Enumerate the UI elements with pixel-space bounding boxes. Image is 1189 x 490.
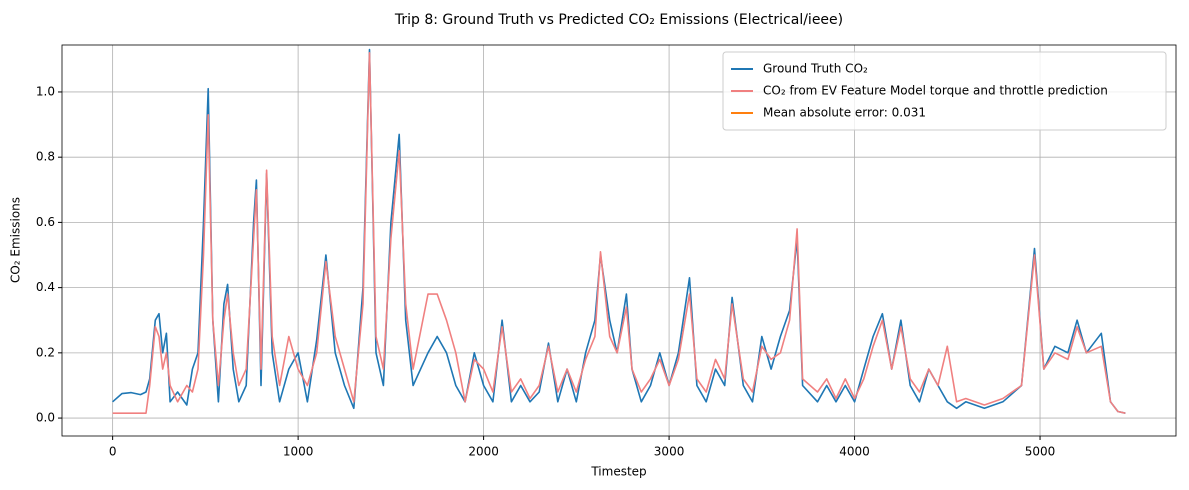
legend-label: Ground Truth CO₂: [763, 62, 868, 76]
legend: Ground Truth CO₂ CO₂ from EV Feature Mode…: [722, 51, 1167, 131]
chart-title: Trip 8: Ground Truth vs Predicted CO₂ Em…: [394, 12, 843, 28]
x-tick-label: 1000: [283, 445, 314, 459]
y-tick-label: 1.0: [36, 84, 55, 98]
y-tick-label: 0.4: [36, 280, 55, 294]
x-tick-label: 2000: [468, 445, 499, 459]
y-tick-label: 0.6: [36, 215, 55, 229]
x-tick-label: 4000: [839, 445, 870, 459]
legend-box: [722, 51, 1167, 131]
x-tick-label: 5000: [1025, 445, 1056, 459]
x-tick-label: 3000: [654, 445, 685, 459]
legend-label: CO₂ from EV Feature Model torque and thr…: [763, 84, 1108, 98]
y-axis-label: CO₂ Emissions: [9, 197, 23, 283]
y-tick-label: 0.0: [36, 411, 55, 425]
legend-label: Mean absolute error: 0.031: [763, 106, 926, 120]
plot-frame: [61, 44, 1177, 437]
data-line: [112, 52, 1126, 414]
x-axis-label: Timestep: [590, 465, 646, 479]
y-tick-label: 0.2: [36, 345, 55, 359]
x-tick-label: 0: [109, 445, 117, 459]
y-tick-label: 0.8: [36, 150, 55, 164]
